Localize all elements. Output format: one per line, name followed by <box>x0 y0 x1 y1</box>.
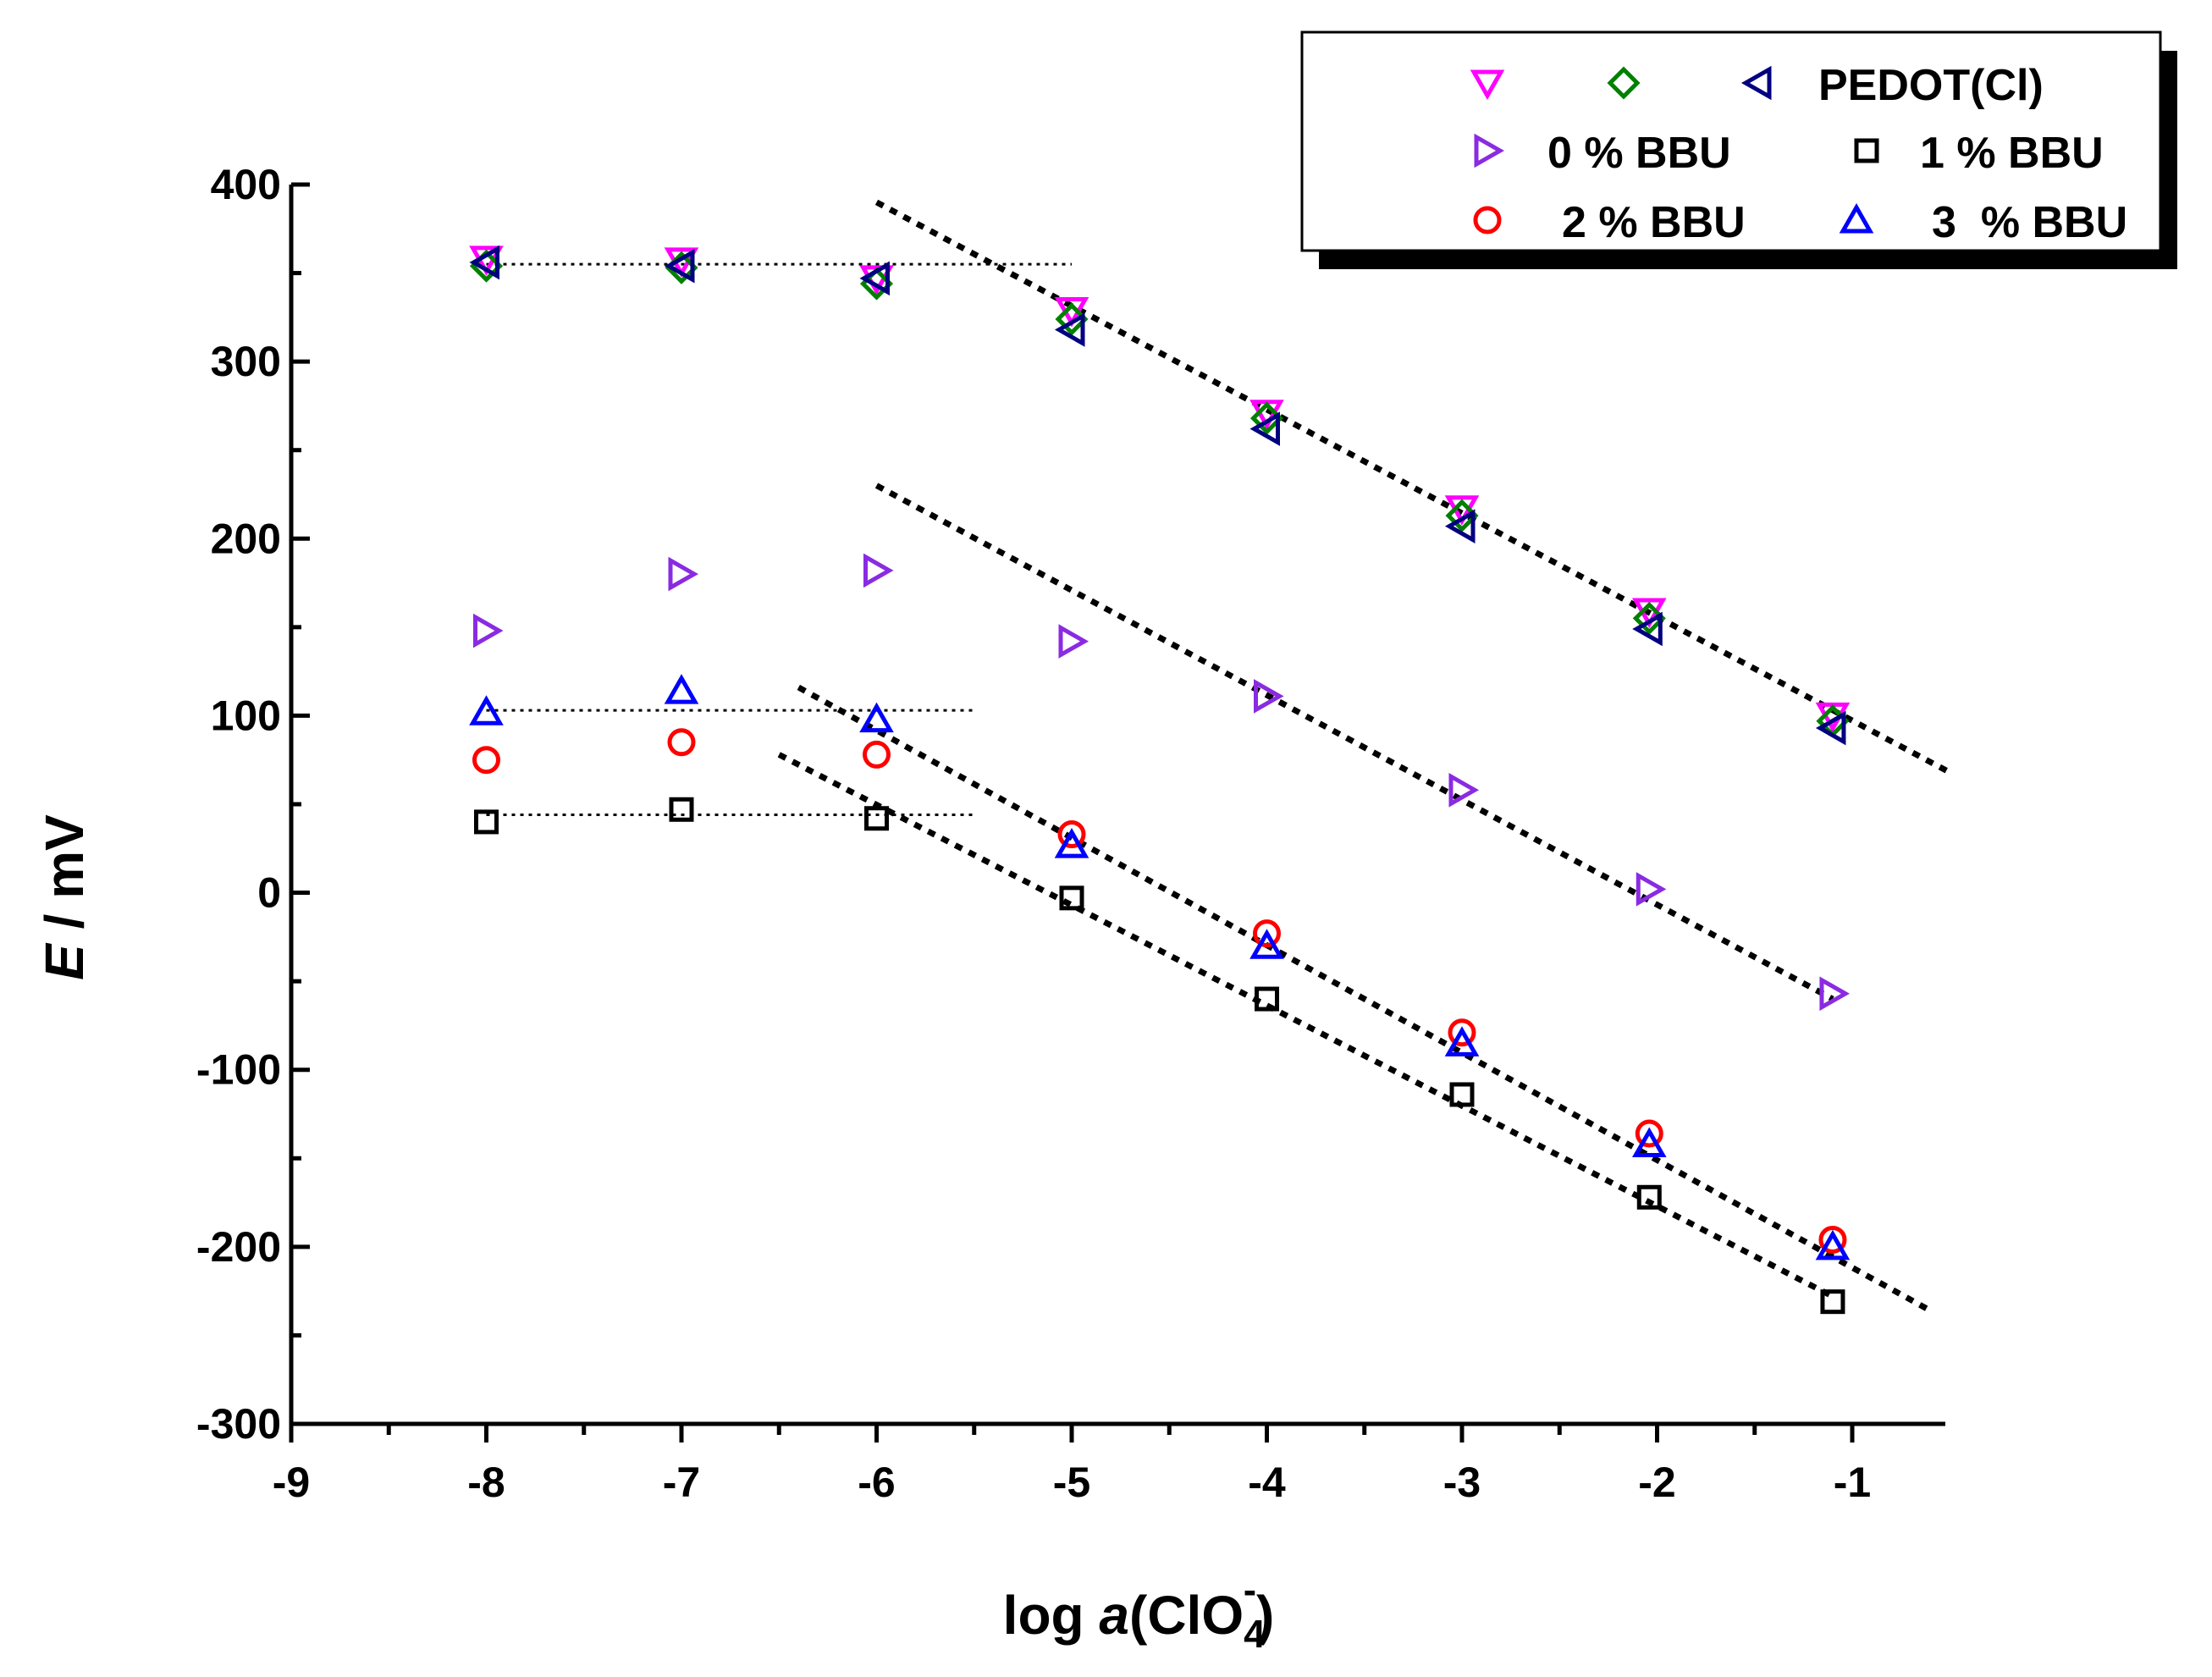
x-title-log: log <box>1003 1585 1100 1646</box>
legend-box <box>1300 30 2162 252</box>
y-tick-label: -300 <box>196 1400 281 1448</box>
data-point-diamond <box>1249 401 1284 435</box>
data-point-square <box>1820 1289 1845 1315</box>
data-point-triangle-right <box>668 556 699 592</box>
x-tick-label: -3 <box>1443 1459 1481 1506</box>
legend-label: PEDOT(Cl) <box>1818 61 2044 110</box>
legend-marker-circle <box>1473 206 1502 234</box>
y-title-unit: / mV <box>34 814 95 944</box>
x-axis-title: log a(ClO4-) <box>1003 1568 1275 1656</box>
legend-label: 1 % BBU <box>1920 129 2104 178</box>
legend: PEDOT(Cl) 0 % BBU 1 % BBU 2 % BBU 3 % BBU <box>1300 30 2177 269</box>
y-tick-label: 200 <box>211 515 281 562</box>
x-title-a: a <box>1099 1585 1129 1646</box>
data-point-triangle-right <box>1448 772 1480 808</box>
data-point-square <box>1636 1184 1662 1210</box>
data-point-triangle-right <box>863 553 894 588</box>
fit-line-pedot-slope <box>874 199 1951 775</box>
data-point-triangle-left <box>469 245 499 280</box>
data-point-circle <box>472 746 500 775</box>
data-markers <box>469 245 1851 1315</box>
y-axis-title: E / mV <box>34 814 95 980</box>
data-point-triangle-up <box>1631 1127 1667 1158</box>
fit-line-bbu-high-slope <box>797 684 1932 1314</box>
legend-marker-square <box>1854 138 1879 163</box>
x-tick-label: -2 <box>1638 1459 1675 1506</box>
data-point-triangle-left <box>1815 710 1846 746</box>
data-point-square <box>1449 1082 1475 1107</box>
data-point-triangle-up <box>664 674 699 704</box>
fit-lines <box>486 199 1951 1314</box>
data-point-square <box>1255 986 1279 1012</box>
legend-marker-triangle-right <box>1474 133 1505 168</box>
x-tick-label: -7 <box>663 1459 700 1506</box>
data-point-circle <box>863 740 891 769</box>
legend-marker-triangle-up <box>1839 202 1874 234</box>
data-point-triangle-left <box>1444 509 1476 543</box>
fit-line-zero-bbu-slope <box>874 483 1834 1002</box>
data-point-triangle-left <box>664 248 695 284</box>
data-point-triangle-left <box>859 261 890 296</box>
data-point-square <box>1059 885 1084 911</box>
y-tick-label: 100 <box>211 692 281 739</box>
x-tick-label: -5 <box>1053 1459 1090 1506</box>
x-tick-label: -9 <box>273 1459 310 1506</box>
data-point-square <box>669 797 694 822</box>
data-point-circle <box>1057 820 1086 849</box>
data-point-triangle-left <box>1054 312 1085 347</box>
data-point-triangle-up <box>1054 828 1089 858</box>
data-point-circle <box>1635 1119 1663 1148</box>
legend-marker-triangle-left <box>1740 65 1772 101</box>
x-tick-label: -8 <box>467 1459 505 1506</box>
data-point-diamond <box>1055 302 1089 336</box>
legend-marker-triangle-down <box>1470 69 1505 101</box>
data-point-triangle-up <box>469 695 504 725</box>
data-point-circle <box>1253 919 1281 948</box>
data-point-triangle-right <box>1058 624 1089 659</box>
data-point-circle <box>667 728 696 757</box>
data-point-triangle-left <box>1632 611 1663 647</box>
data-point-circle <box>1818 1225 1847 1254</box>
y-tick-label: 300 <box>211 338 281 385</box>
data-point-triangle-up <box>1815 1229 1851 1261</box>
data-point-triangle-up <box>1444 1026 1480 1056</box>
axis-ticks: -300 -200 -100 0 100 200 300 400 -9 -8 -7 -6 -5 -4 -3 -… <box>196 161 1871 1506</box>
y-title-e: E <box>34 942 95 980</box>
data-point-triangle-right <box>1819 976 1850 1012</box>
data-point-triangle-right <box>1636 872 1667 907</box>
fit-line-bbu-low-slope <box>777 752 1834 1299</box>
y-tick-label: 400 <box>211 161 281 208</box>
data-point-square <box>474 809 499 835</box>
x-title-close: ) <box>1256 1585 1274 1646</box>
data-point-triangle-right <box>1254 679 1284 714</box>
data-point-triangle-right <box>473 613 504 648</box>
data-point-triangle-up <box>1249 929 1284 959</box>
y-tick-label: -100 <box>196 1046 281 1094</box>
x-tick-label: -1 <box>1834 1459 1871 1506</box>
data-point-diamond <box>1445 499 1479 532</box>
y-tick-label: 0 <box>257 869 281 917</box>
x-title-clo: (ClO <box>1129 1585 1244 1646</box>
data-point-triangle-up <box>859 702 894 733</box>
data-point-square <box>864 806 889 831</box>
x-tick-label: -6 <box>858 1459 895 1506</box>
legend-label: 0 % BBU <box>1547 129 1731 178</box>
legend-marker-diamond <box>1607 66 1641 100</box>
axes-frame <box>289 185 1945 1426</box>
x-title-superscript: - <box>1244 1568 1256 1612</box>
x-tick-label: -4 <box>1248 1459 1286 1506</box>
legend-label: 3 % BBU <box>1932 198 2127 247</box>
data-point-circle <box>1448 1018 1476 1047</box>
legend-label: 2 % BBU <box>1562 198 1746 247</box>
data-point-diamond <box>1632 601 1666 635</box>
x-title-subscript: 4 <box>1244 1612 1266 1656</box>
data-point-triangle-left <box>1249 411 1280 446</box>
y-tick-label: -200 <box>196 1223 281 1271</box>
